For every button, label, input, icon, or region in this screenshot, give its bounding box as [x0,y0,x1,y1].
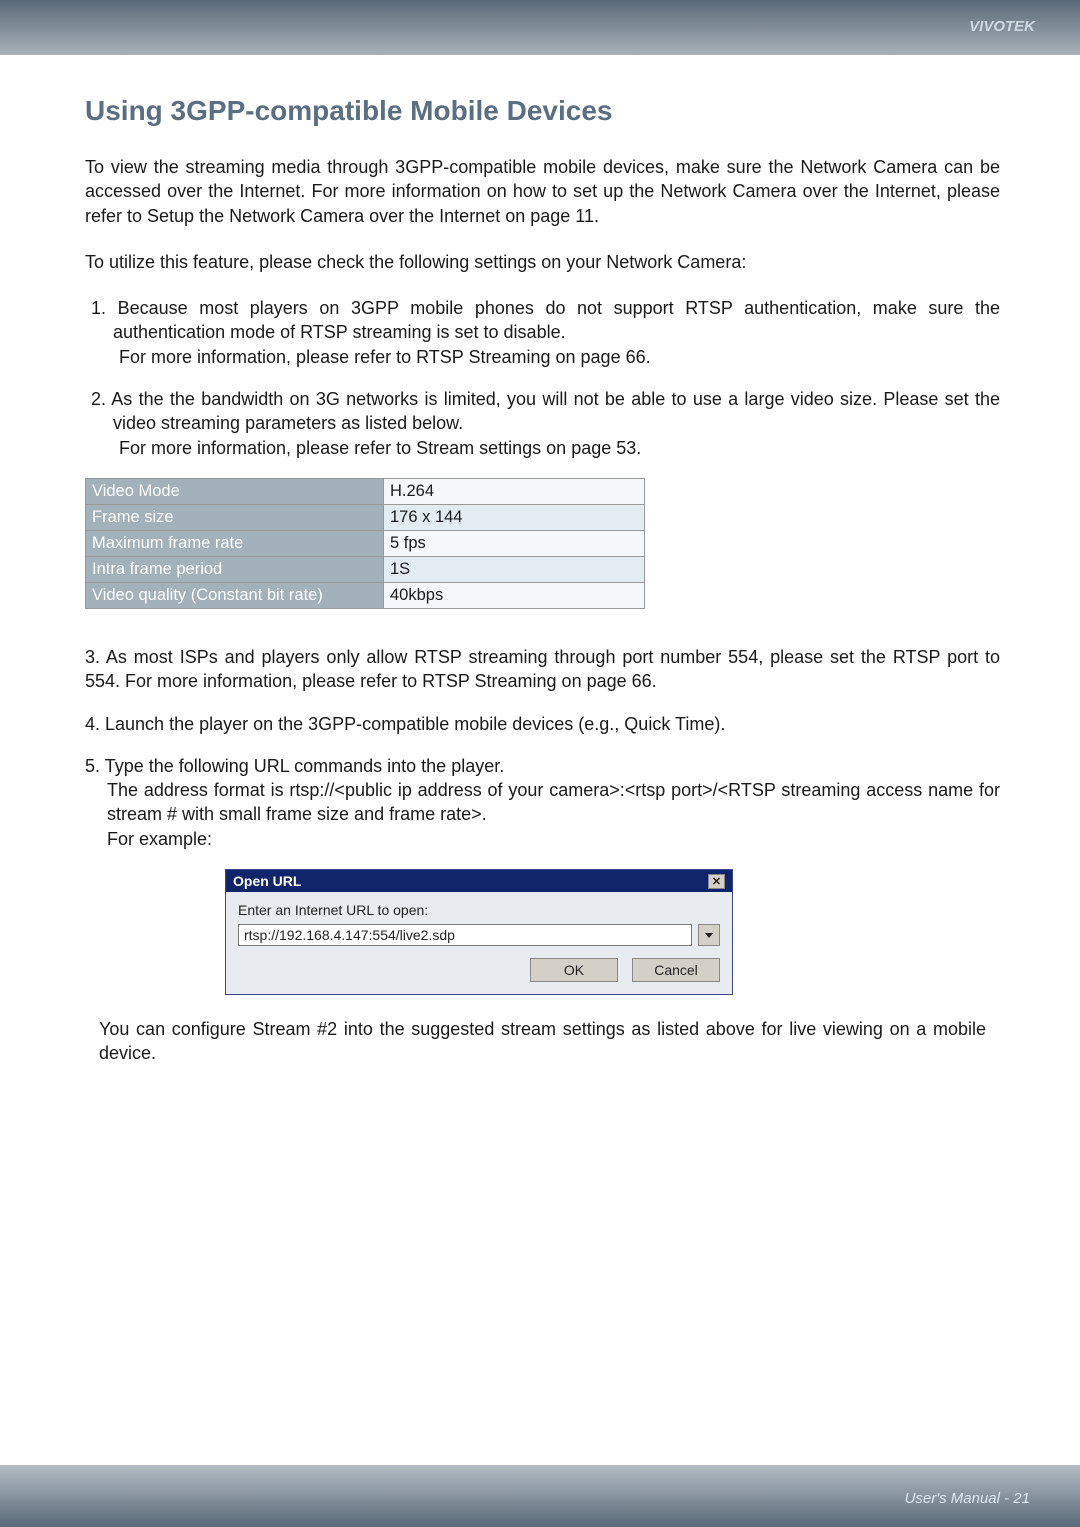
open-url-dialog-wrap: Open URL ✕ Enter an Internet URL to open… [225,869,1000,995]
step-5-format: The address format is rtsp://<public ip … [85,778,1000,827]
setting-value: 40kbps [384,582,645,608]
footer-bar: User's Manual - 21 [0,1465,1080,1527]
ok-button[interactable]: OK [530,958,618,982]
setting-value: 176 x 144 [384,504,645,530]
open-url-dialog: Open URL ✕ Enter an Internet URL to open… [225,869,733,995]
step-4: 4. Launch the player on the 3GPP-compati… [85,712,1000,736]
footer-page-label: User's Manual - 21 [905,1490,1030,1507]
setting-label: Frame size [86,504,384,530]
setting-value: H.264 [384,478,645,504]
setting-label: Intra frame period [86,556,384,582]
closing-note: You can configure Stream #2 into the sug… [85,1017,1000,1066]
url-input-row [238,924,720,946]
brand-label: VIVOTEK [969,18,1035,35]
step-5: 5. Type the following URL commands into … [85,754,1000,851]
dialog-titlebar: Open URL ✕ [226,870,732,892]
setting-label: Video Mode [86,478,384,504]
setting-value: 5 fps [384,530,645,556]
close-icon[interactable]: ✕ [708,874,725,889]
dropdown-button[interactable] [698,924,720,946]
step-1-note: For more information, please refer to RT… [113,347,651,367]
url-input[interactable] [238,924,692,946]
table-row: Intra frame period 1S [86,556,645,582]
step-5-text: 5. Type the following URL commands into … [85,756,504,776]
step-2: 2. As the the bandwidth on 3G networks i… [85,387,1000,460]
table-row: Frame size 176 x 144 [86,504,645,530]
step-3: 3. As most ISPs and players only allow R… [85,645,1000,694]
step-2-note: For more information, please refer to St… [113,438,641,458]
dialog-buttons: OK Cancel [238,958,720,982]
cancel-button[interactable]: Cancel [632,958,720,982]
step-1-text: 1. Because most players on 3GPP mobile p… [91,298,1000,342]
step-5-example: For example: [85,827,1000,851]
content-area: Using 3GPP-compatible Mobile Devices To … [0,55,1080,1066]
page-title: Using 3GPP-compatible Mobile Devices [85,95,1000,127]
dialog-body: Enter an Internet URL to open: OK Cancel [226,892,732,994]
url-input-label: Enter an Internet URL to open: [238,902,720,918]
setting-value: 1S [384,556,645,582]
table-row: Video quality (Constant bit rate) 40kbps [86,582,645,608]
setting-label: Video quality (Constant bit rate) [86,582,384,608]
header-bar: VIVOTEK [0,0,1080,55]
settings-table: Video Mode H.264 Frame size 176 x 144 Ma… [85,478,645,609]
dialog-title-text: Open URL [233,873,301,889]
step-1: 1. Because most players on 3GPP mobile p… [85,296,1000,369]
step-2-text: 2. As the the bandwidth on 3G networks i… [91,389,1000,433]
setting-label: Maximum frame rate [86,530,384,556]
table-row: Maximum frame rate 5 fps [86,530,645,556]
table-row: Video Mode H.264 [86,478,645,504]
intro-paragraph: To view the streaming media through 3GPP… [85,155,1000,228]
setup-intro: To utilize this feature, please check th… [85,250,1000,274]
